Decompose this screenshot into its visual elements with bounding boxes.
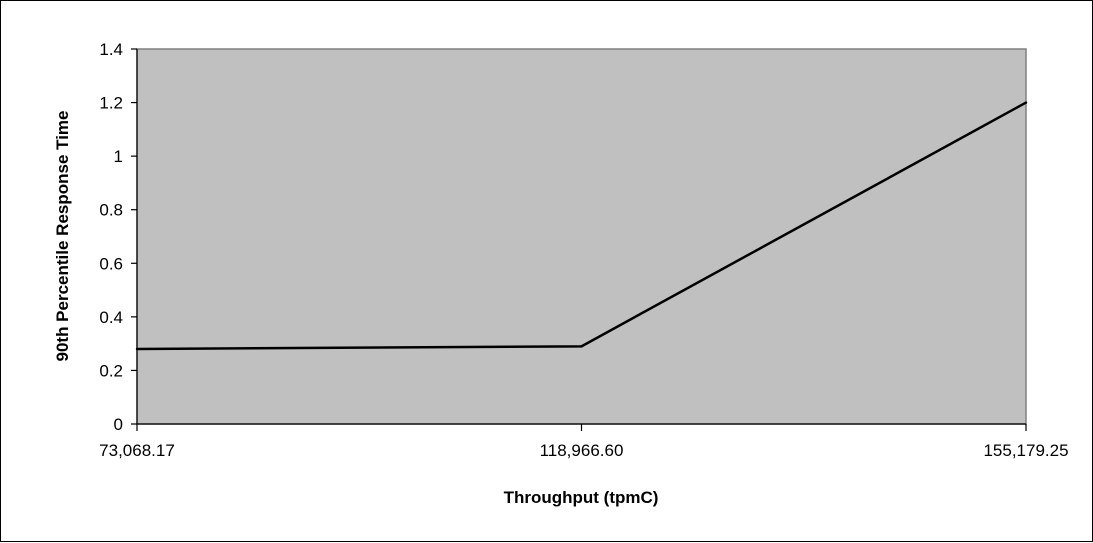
y-tick-label: 1.2	[99, 94, 123, 113]
y-tick-label: 1	[114, 147, 123, 166]
y-axis: 0 0.2 0.4 0.6 0.8 1 1.2 1.4	[99, 40, 138, 434]
data-point	[580, 345, 583, 348]
series-layer	[135, 101, 1028, 351]
y-tick-label: 0.6	[99, 254, 123, 273]
plot-area	[136, 48, 1027, 425]
x-axis-title: Throughput (tpmC)	[504, 488, 659, 507]
x-tick-label: 155,179.25	[983, 441, 1068, 460]
x-tick-label: 73,068.17	[99, 441, 175, 460]
y-tick-label: 0.8	[99, 201, 123, 220]
x-tick-label: 118,966.60	[540, 441, 624, 460]
data-point	[135, 347, 139, 351]
y-tick-label: 1.4	[99, 40, 123, 59]
x-axis: 73,068.17 118,966.60 155,179.25	[99, 423, 1069, 460]
data-point	[1024, 101, 1028, 104]
y-tick-label: 0.4	[99, 308, 123, 327]
y-tick-label: 0	[114, 415, 123, 434]
y-tick-label: 0.2	[99, 361, 123, 380]
y-axis-title: 90th Percentile Response Time	[53, 110, 72, 361]
